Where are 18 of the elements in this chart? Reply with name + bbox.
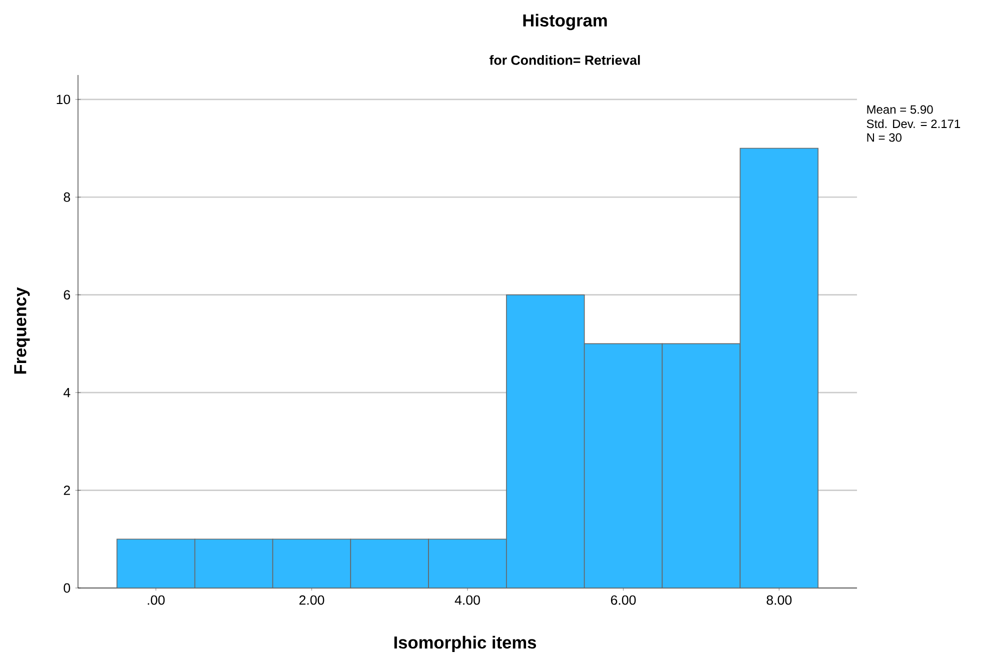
y-tick-label: 10 bbox=[56, 94, 70, 104]
x-tick-label: .00 bbox=[148, 595, 165, 605]
x-tick-label: 2.00 bbox=[299, 595, 324, 605]
x-tick-label: 4.00 bbox=[454, 595, 480, 605]
text: N = 30 bbox=[867, 133, 902, 142]
y-tick-label: 8 bbox=[64, 192, 70, 202]
x-tick-label: 6.00 bbox=[610, 595, 636, 605]
chart-title: Histogram bbox=[523, 14, 607, 30]
y-tick-label: 4 bbox=[64, 388, 70, 398]
x-axis-title: Isomorphic items bbox=[394, 636, 536, 652]
text: Mean = 5.90 bbox=[867, 105, 933, 114]
y-tick-label: 6 bbox=[64, 290, 70, 300]
y-tick-label: 0 bbox=[64, 583, 70, 593]
x-tick-label: 8.00 bbox=[766, 595, 792, 605]
y-tick-label: 2 bbox=[64, 486, 70, 495]
y-axis-title: Frequency bbox=[14, 287, 30, 374]
text: Std. Dev. = 2.171 bbox=[866, 119, 960, 128]
chart-subtitle: for Condition= Retrieval bbox=[489, 55, 640, 65]
